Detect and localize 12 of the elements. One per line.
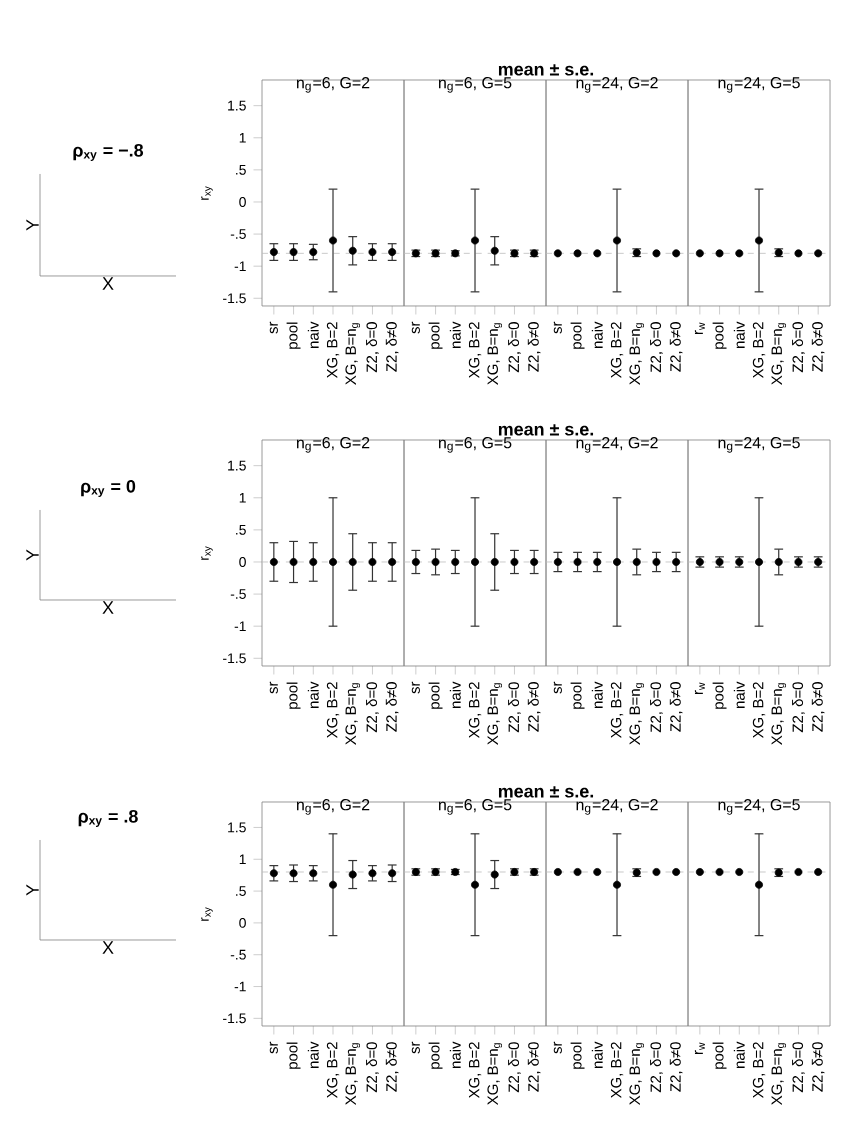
text: ρ$_{xy}$ = −.8 xyxy=(73,143,144,161)
text: Y xyxy=(26,549,39,561)
text: ρ$_{xy}$ = 0 xyxy=(81,479,136,497)
chart-title: mean ± s.e. xyxy=(498,64,594,76)
text: X xyxy=(102,941,114,954)
text: X xyxy=(102,277,114,290)
text: X xyxy=(102,601,114,614)
chart-title: mean ± s.e. xyxy=(498,786,594,798)
text: ρ$_{xy}$ = .8 xyxy=(78,809,138,827)
text: Y xyxy=(26,219,39,231)
chart-title: mean ± s.e. xyxy=(498,424,594,436)
text: Y xyxy=(26,884,39,896)
